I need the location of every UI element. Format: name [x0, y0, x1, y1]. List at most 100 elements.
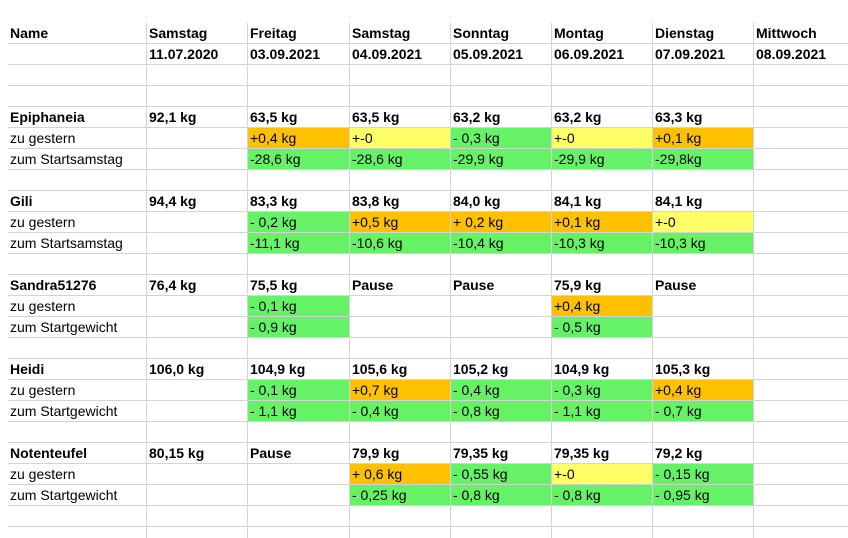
weight-cell[interactable]	[754, 359, 848, 380]
cell[interactable]	[552, 422, 653, 443]
delta-daily-cell[interactable]: - 0,3 kg	[552, 380, 653, 401]
cell[interactable]	[350, 86, 451, 107]
cell[interactable]	[653, 65, 754, 86]
weight-cell[interactable]: 75,5 kg	[248, 275, 350, 296]
cell[interactable]	[8, 44, 147, 65]
delta-daily-cell[interactable]	[350, 296, 451, 317]
weight-cell[interactable]: 63,5 kg	[350, 107, 451, 128]
delta-total-cell[interactable]	[147, 401, 248, 422]
row-label-daily[interactable]: zu gestern	[8, 464, 147, 485]
cell[interactable]	[451, 422, 552, 443]
row-label-total[interactable]: zum Startgewicht	[8, 401, 147, 422]
delta-total-cell[interactable]: - 0,8 kg	[451, 485, 552, 506]
cell[interactable]	[552, 338, 653, 359]
delta-total-cell[interactable]: -28,6 kg	[350, 149, 451, 170]
person-name[interactable]: Gili	[8, 191, 147, 212]
header-day[interactable]: Sonntag	[451, 23, 552, 44]
cell[interactable]	[248, 254, 350, 275]
header-date[interactable]: 07.09.2021	[653, 44, 754, 65]
delta-daily-cell[interactable]: +0,1 kg	[653, 128, 754, 149]
delta-daily-cell[interactable]: + 0,6 kg	[350, 464, 451, 485]
person-name[interactable]: Notenteufel	[8, 443, 147, 464]
delta-daily-cell[interactable]: + 0,2 kg	[451, 212, 552, 233]
cell[interactable]	[451, 86, 552, 107]
delta-daily-cell[interactable]: +0,4 kg	[248, 128, 350, 149]
header-date[interactable]: 04.09.2021	[350, 44, 451, 65]
delta-daily-cell[interactable]	[248, 464, 350, 485]
delta-daily-cell[interactable]: +-0	[552, 464, 653, 485]
cell[interactable]	[451, 527, 552, 538]
delta-total-cell[interactable]	[147, 485, 248, 506]
weight-cell[interactable]: 104,9 kg	[552, 359, 653, 380]
row-label-total[interactable]: zum Startgewicht	[8, 317, 147, 338]
header-date[interactable]: 08.09.2021	[754, 44, 848, 65]
row-label-daily[interactable]: zu gestern	[8, 212, 147, 233]
weight-cell[interactable]: 63,2 kg	[552, 107, 653, 128]
delta-daily-cell[interactable]: +0,7 kg	[350, 380, 451, 401]
weight-cell[interactable]: 105,2 kg	[451, 359, 552, 380]
delta-total-cell[interactable]	[248, 485, 350, 506]
cell[interactable]	[8, 527, 147, 538]
cell[interactable]	[147, 170, 248, 191]
cell[interactable]	[248, 527, 350, 538]
weight-cell[interactable]: 80,15 kg	[147, 443, 248, 464]
weight-cell[interactable]: 105,3 kg	[653, 359, 754, 380]
person-name[interactable]: Epiphaneia	[8, 107, 147, 128]
cell[interactable]	[653, 170, 754, 191]
cell[interactable]	[147, 506, 248, 527]
delta-total-cell[interactable]: - 0,25 kg	[350, 485, 451, 506]
weight-cell[interactable]: 63,5 kg	[248, 107, 350, 128]
delta-daily-cell[interactable]	[147, 128, 248, 149]
delta-daily-cell[interactable]: +-0	[653, 212, 754, 233]
weight-cell[interactable]: 105,6 kg	[350, 359, 451, 380]
weight-cell[interactable]: 106,0 kg	[147, 359, 248, 380]
cell[interactable]	[350, 170, 451, 191]
delta-daily-cell[interactable]: +-0	[350, 128, 451, 149]
cell[interactable]	[552, 506, 653, 527]
cell[interactable]	[754, 422, 848, 443]
row-label-total[interactable]: zum Startgewicht	[8, 485, 147, 506]
cell[interactable]	[451, 338, 552, 359]
cell[interactable]	[653, 86, 754, 107]
delta-total-cell[interactable]	[754, 233, 848, 254]
header-day[interactable]: Samstag	[350, 23, 451, 44]
delta-daily-cell[interactable]: - 0,2 kg	[248, 212, 350, 233]
delta-daily-cell[interactable]	[653, 296, 754, 317]
weight-cell[interactable]: 92,1 kg	[147, 107, 248, 128]
person-name[interactable]: Heidi	[8, 359, 147, 380]
cell[interactable]	[552, 254, 653, 275]
row-label-daily[interactable]: zu gestern	[8, 296, 147, 317]
cell[interactable]	[451, 254, 552, 275]
cell[interactable]	[248, 86, 350, 107]
cell[interactable]	[754, 254, 848, 275]
delta-total-cell[interactable]: -29,9 kg	[552, 149, 653, 170]
cell[interactable]	[8, 86, 147, 107]
header-day[interactable]: Samstag	[147, 23, 248, 44]
delta-total-cell[interactable]: -29,8kg	[653, 149, 754, 170]
header-date[interactable]: 05.09.2021	[451, 44, 552, 65]
delta-total-cell[interactable]: -10,3 kg	[653, 233, 754, 254]
header-day[interactable]: Mittwoch	[754, 23, 848, 44]
cell[interactable]	[451, 65, 552, 86]
cell[interactable]	[552, 170, 653, 191]
cell[interactable]	[248, 65, 350, 86]
delta-daily-cell[interactable]	[754, 296, 848, 317]
delta-total-cell[interactable]: - 0,95 kg	[653, 485, 754, 506]
delta-total-cell[interactable]: - 1,1 kg	[248, 401, 350, 422]
delta-daily-cell[interactable]	[754, 128, 848, 149]
cell[interactable]	[754, 527, 848, 538]
delta-total-cell[interactable]: - 0,9 kg	[248, 317, 350, 338]
weight-cell[interactable]: 83,3 kg	[248, 191, 350, 212]
cell[interactable]	[451, 506, 552, 527]
cell[interactable]	[350, 422, 451, 443]
cell[interactable]	[754, 65, 848, 86]
header-day[interactable]: Montag	[552, 23, 653, 44]
delta-daily-cell[interactable]	[451, 296, 552, 317]
cell[interactable]	[552, 65, 653, 86]
cell[interactable]	[653, 254, 754, 275]
cell[interactable]	[653, 422, 754, 443]
row-label-daily[interactable]: zu gestern	[8, 128, 147, 149]
delta-total-cell[interactable]	[754, 149, 848, 170]
cell[interactable]	[8, 338, 147, 359]
row-label-total[interactable]: zum Startsamstag	[8, 233, 147, 254]
